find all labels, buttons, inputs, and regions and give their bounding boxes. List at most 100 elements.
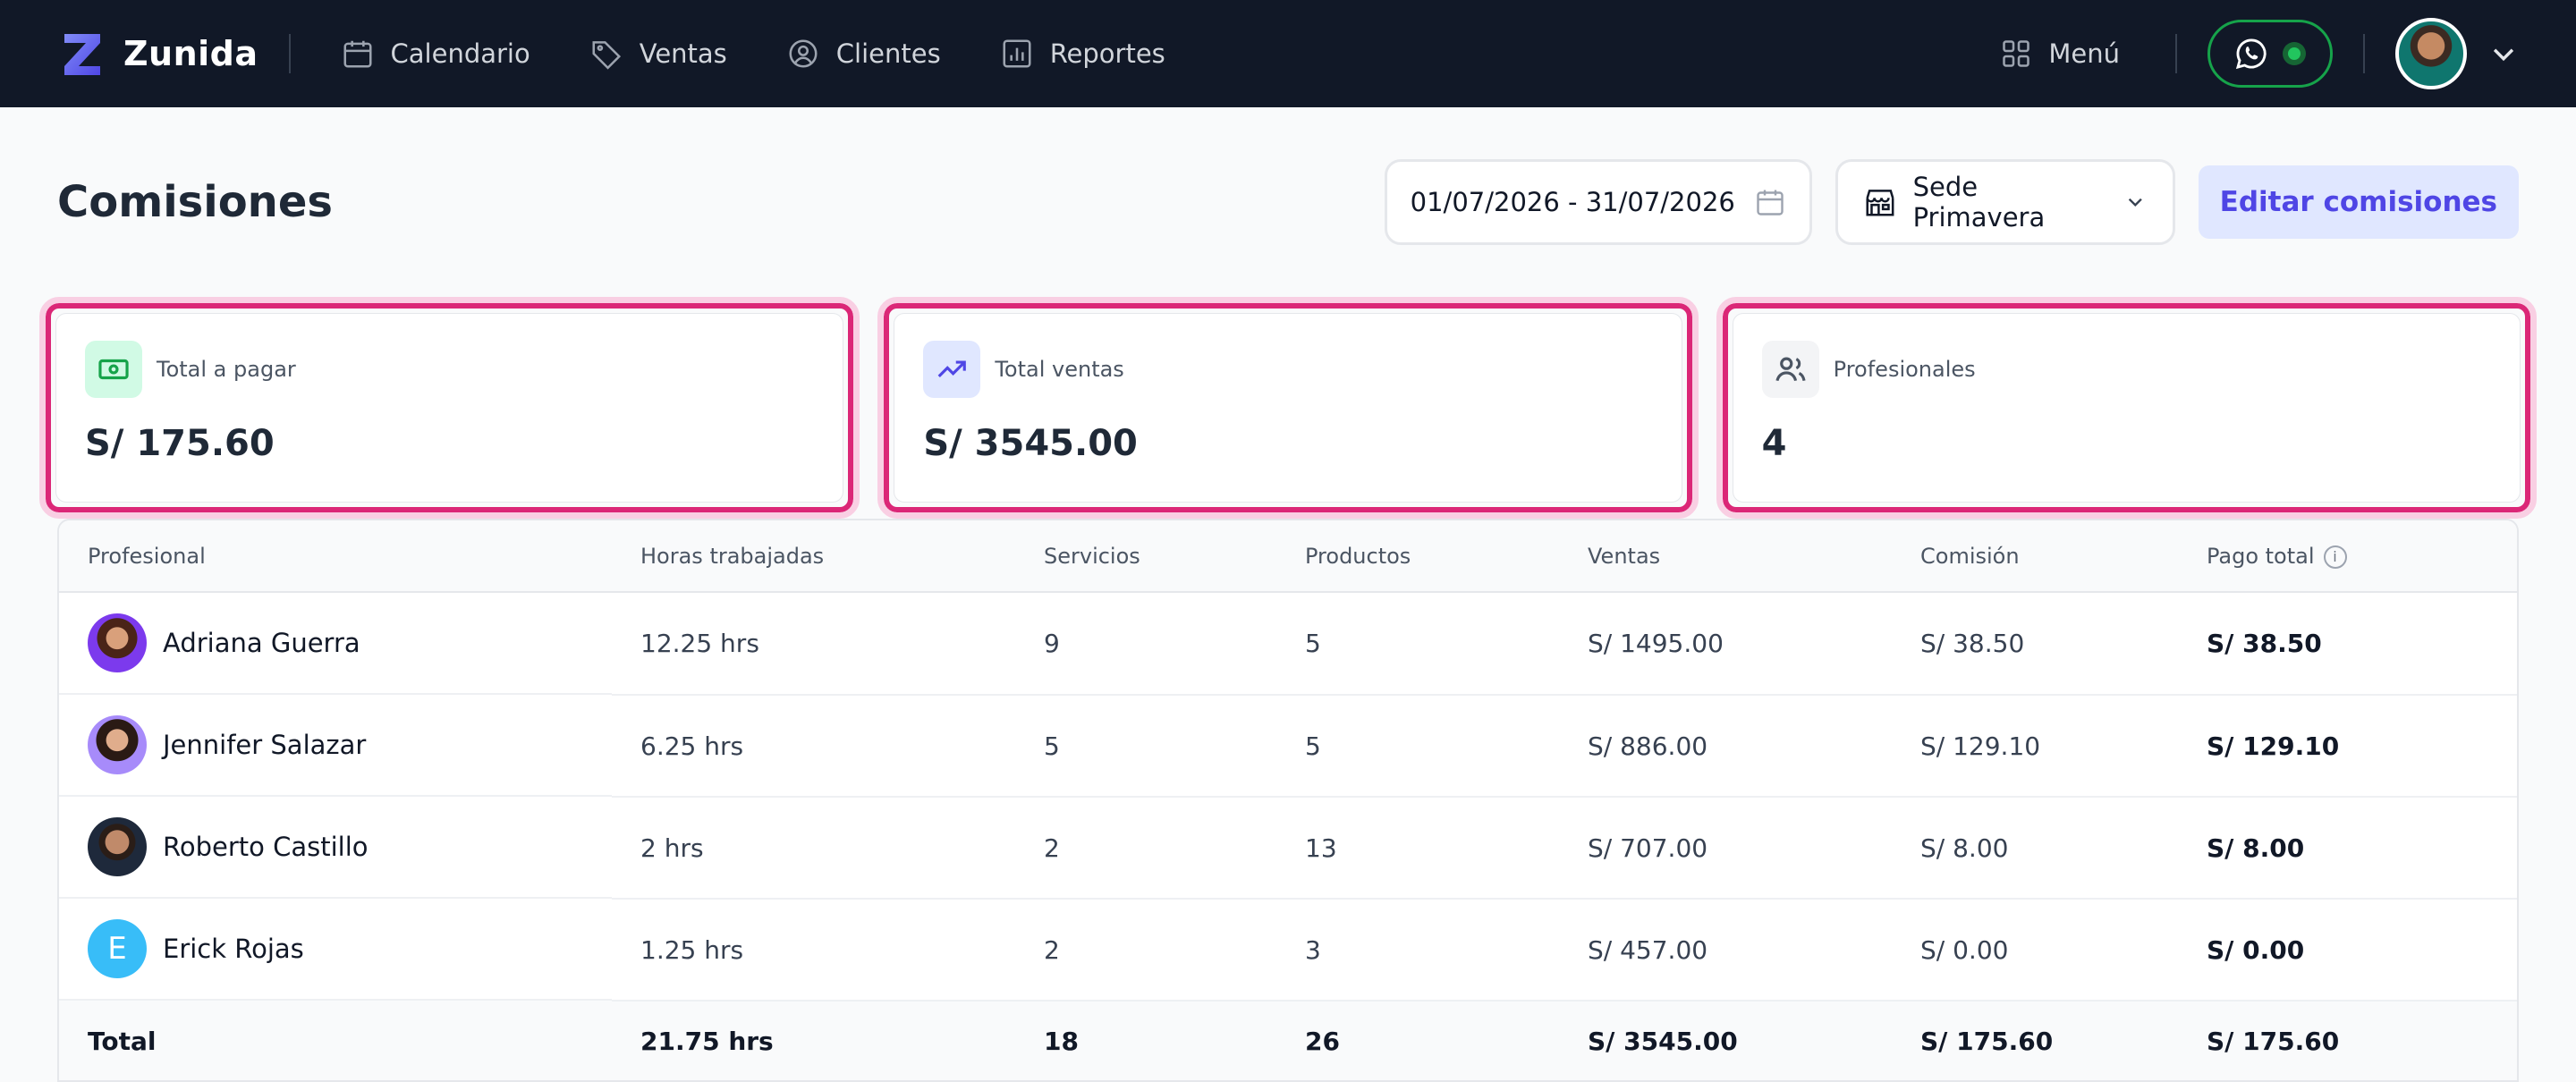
date-range-picker[interactable]: 01/07/2026 - 31/07/2026 [1384, 159, 1812, 245]
stat-label: Total a pagar [157, 357, 296, 382]
column-header-ventas: Ventas [1559, 520, 1892, 593]
column-header-profesional: Profesional [59, 520, 612, 593]
calendar-icon [343, 40, 372, 68]
sales-cell: S/ 707.00 [1559, 797, 1892, 900]
table-total-row: Total 21.75 hrs 18 26 S/ 3545.00 S/ 175.… [59, 1001, 2517, 1080]
app-name: Zunida [123, 34, 258, 73]
stat-value: S/ 175.60 [85, 423, 275, 464]
chevron-down-icon [2128, 198, 2142, 207]
services-cell: 5 [1015, 695, 1276, 798]
column-header-pago-total: Pago total i [2178, 520, 2517, 593]
grid-icon [2003, 40, 2030, 67]
stat-card-profesionales[interactable]: Profesionales 4 [1716, 297, 2537, 519]
products-cell: 5 [1276, 695, 1559, 798]
nav-item-ventas[interactable]: Ventas [589, 37, 727, 71]
stat-card-header: Total ventas [923, 341, 1652, 398]
professional-name: Jennifer Salazar [163, 730, 367, 760]
page-header: Comisiones 01/07/2026 - 31/07/2026 Sede … [0, 107, 2576, 297]
professional-cell: E Erick Rojas [59, 899, 612, 1001]
commissions-table: Profesional Horas trabajadas Servicios P… [57, 519, 2519, 1082]
whatsapp-status-button[interactable] [2207, 20, 2333, 88]
whatsapp-icon [2235, 38, 2267, 70]
column-header-horas: Horas trabajadas [612, 520, 1015, 593]
avatar [88, 613, 147, 672]
stat-label: Total ventas [995, 357, 1124, 382]
professional-name: Adriana Guerra [163, 628, 360, 658]
nav-item-label: Calendario [390, 38, 530, 69]
stat-value: 4 [1761, 423, 1787, 464]
total-pay-cell: S/ 8.00 [2178, 797, 2517, 900]
nav-divider [2175, 34, 2177, 73]
zunida-logo-icon [64, 34, 100, 75]
commissions-table-grid: Profesional Horas trabajadas Servicios P… [59, 520, 2517, 1080]
stat-card-body: Total a pagar S/ 175.60 [55, 313, 844, 503]
stat-card-body: Profesionales 4 [1732, 313, 2521, 503]
app-logo[interactable]: Zunida [57, 29, 258, 79]
branch-select-value: Sede Primavera [1912, 172, 2046, 232]
store-icon [1866, 190, 1894, 216]
services-cell: 2 [1015, 797, 1276, 900]
total-pay-cell: S/ 129.10 [2178, 695, 2517, 798]
avatar [88, 715, 147, 774]
top-nav-bar: Zunida Calendario Ventas Clientes Report… [0, 0, 2576, 107]
sales-cell: S/ 3545.00 [1559, 1001, 1892, 1080]
stat-card-header: Total a pagar [85, 341, 814, 398]
nav-divider [2363, 34, 2365, 73]
table-row[interactable]: Jennifer Salazar 6.25 hrs 5 5 S/ 886.00 … [59, 695, 2517, 798]
nav-item-reportes[interactable]: Reportes [1000, 37, 1165, 71]
sales-cell: S/ 1495.00 [1559, 592, 1892, 696]
professional-name: Roberto Castillo [163, 832, 369, 862]
branch-select[interactable]: Sede Primavera [1835, 159, 2175, 245]
stat-card-total-ventas[interactable]: Total ventas S/ 3545.00 [877, 297, 1699, 519]
avatar [88, 817, 147, 876]
commission-cell: S/ 175.60 [1892, 1001, 2178, 1080]
commission-cell: S/ 38.50 [1892, 592, 2178, 696]
avatar: E [88, 919, 147, 978]
trending-up-icon [923, 341, 981, 398]
stat-card-header: Profesionales [1761, 341, 2491, 398]
services-cell: 18 [1015, 1001, 1276, 1080]
column-header-comision: Comisión [1892, 520, 2178, 593]
header-controls: 01/07/2026 - 31/07/2026 Sede Primavera E… [1384, 159, 2519, 245]
table-row[interactable]: Roberto Castillo 2 hrs 2 13 S/ 707.00 S/… [59, 797, 2517, 900]
user-menu[interactable] [2395, 18, 2519, 89]
user-circle-icon [789, 39, 818, 68]
hours-cell: 2 hrs [612, 797, 1015, 900]
main-nav: Calendario Ventas Clientes Reportes [341, 37, 1165, 71]
calendar-icon [1756, 190, 1784, 216]
total-label-cell: Total [59, 1001, 612, 1080]
nav-item-label: Reportes [1049, 38, 1165, 69]
products-cell: 5 [1276, 592, 1559, 696]
stat-cards: Total a pagar S/ 175.60 Total ventas S/ … [0, 297, 2576, 519]
date-range-value: 01/07/2026 - 31/07/2026 [1410, 187, 1735, 217]
products-cell: 3 [1276, 899, 1559, 1002]
table-row[interactable]: E Erick Rojas 1.25 hrs 2 3 S/ 457.00 S/ 0… [59, 899, 2517, 1002]
cash-icon [85, 341, 142, 398]
nav-item-clientes[interactable]: Clientes [786, 37, 941, 71]
stat-card-total-pagar[interactable]: Total a pagar S/ 175.60 [39, 297, 860, 519]
nav-item-calendario[interactable]: Calendario [341, 37, 530, 71]
avatar [2395, 18, 2467, 89]
commission-cell: S/ 0.00 [1892, 899, 2178, 1002]
info-icon[interactable]: i [2323, 545, 2347, 569]
edit-commissions-button[interactable]: Editar comisiones [2198, 165, 2519, 239]
products-cell: 26 [1276, 1001, 1559, 1080]
professional-cell: Roberto Castillo [59, 797, 612, 899]
sales-cell: S/ 457.00 [1559, 899, 1892, 1002]
commission-cell: S/ 8.00 [1892, 797, 2178, 900]
table-row[interactable]: Adriana Guerra 12.25 hrs 9 5 S/ 1495.00 … [59, 592, 2517, 696]
chevron-down-icon [2493, 48, 2514, 62]
nav-item-label: Clientes [835, 38, 941, 69]
total-pay-cell: S/ 0.00 [2178, 899, 2517, 1002]
menu-button[interactable]: Menú [2000, 38, 2120, 70]
stat-label: Profesionales [1833, 357, 1976, 382]
professional-cell: Jennifer Salazar [59, 695, 612, 797]
table-header-row: Profesional Horas trabajadas Servicios P… [59, 520, 2517, 593]
professional-cell: Adriana Guerra [59, 593, 612, 695]
hours-cell: 12.25 hrs [612, 592, 1015, 696]
hours-cell: 21.75 hrs [612, 1001, 1015, 1080]
professional-name: Erick Rojas [163, 934, 304, 964]
nav-item-label: Ventas [639, 38, 727, 69]
column-header-productos: Productos [1276, 520, 1559, 593]
total-pay-cell: S/ 38.50 [2178, 592, 2517, 696]
